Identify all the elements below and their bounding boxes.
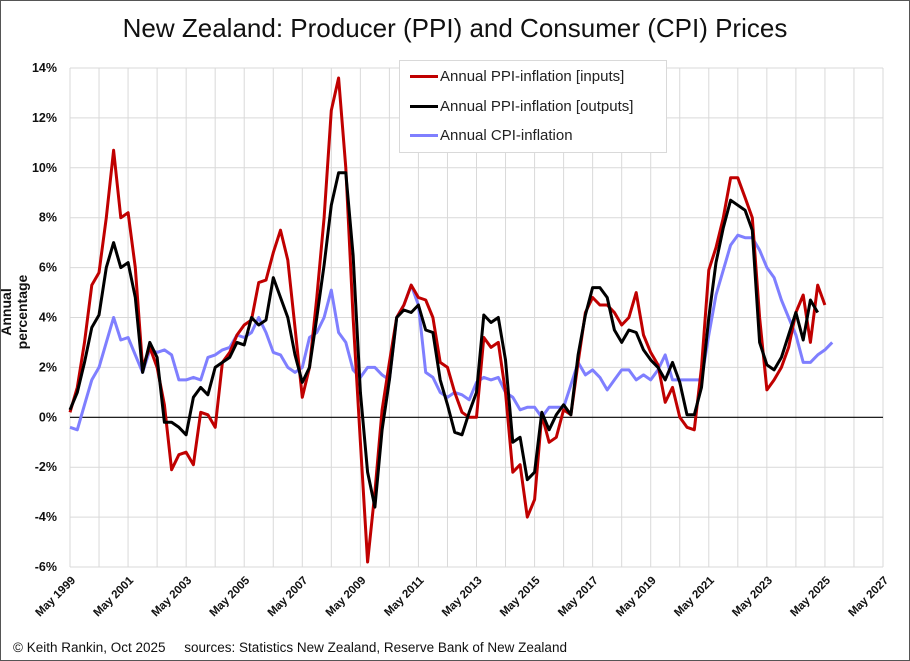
x-tick-label: May 2011 (382, 574, 427, 619)
series-line-cpi (69, 233, 834, 432)
legend-item-ppi-outputs: Annual PPI-inflation [outputs] (410, 96, 633, 116)
x-tick-label: May 2021 (672, 574, 717, 619)
legend-swatch (410, 104, 438, 108)
series-line-ppi-outputs (68, 171, 819, 509)
y-tick-label: 12% (32, 111, 57, 125)
y-tick-label: 8% (39, 211, 57, 225)
y-tick-label: -4% (35, 510, 57, 524)
legend-item-ppi-inputs: Annual PPI-inflation [inputs] (410, 66, 624, 86)
y-tick-label: -2% (35, 460, 57, 474)
legend-label: Annual PPI-inflation [inputs] (440, 67, 625, 85)
x-tick-label: May 2015 (498, 574, 543, 619)
x-tick-label: May 1999 (33, 575, 78, 620)
legend-label: Annual CPI-inflation (440, 126, 573, 144)
x-tick-label: May 2005 (208, 574, 253, 619)
x-tick-label: May 2001 (92, 574, 137, 619)
legend-label: Annual PPI-inflation [outputs] (440, 97, 634, 115)
footer-credits: © Keith Rankin, Oct 2025 sources: Statis… (13, 640, 567, 655)
legend-item-cpi: Annual CPI-inflation (410, 125, 573, 145)
series-line-ppi-inputs (68, 76, 827, 564)
x-tick-label: May 2019 (614, 575, 659, 620)
y-tick-label: 6% (39, 261, 57, 275)
x-tick-label: May 2017 (556, 575, 601, 620)
legend: Annual PPI-inflation [inputs] Annual PPI… (399, 60, 667, 153)
x-tick-label: May 2027 (846, 575, 891, 620)
y-tick-label: 10% (32, 161, 57, 175)
x-tick-label: May 2007 (266, 575, 311, 620)
x-tick-label: May 2003 (150, 575, 195, 620)
legend-swatch (410, 133, 438, 137)
y-tick-label: 2% (39, 360, 57, 374)
x-tick-label: May 2009 (324, 575, 369, 620)
y-axis-label: Annual percentage (0, 274, 30, 350)
chart-title: New Zealand: Producer (PPI) and Consumer… (122, 13, 788, 43)
x-tick-label: May 2023 (730, 575, 775, 620)
x-tick-label: May 2025 (788, 574, 833, 619)
y-tick-label: 4% (39, 311, 57, 325)
legend-swatch (410, 74, 438, 78)
x-tick-label: May 2013 (440, 575, 485, 620)
y-tick-label: 14% (32, 61, 57, 75)
y-tick-label: -6% (35, 560, 57, 574)
y-tick-label: 0% (39, 410, 57, 424)
